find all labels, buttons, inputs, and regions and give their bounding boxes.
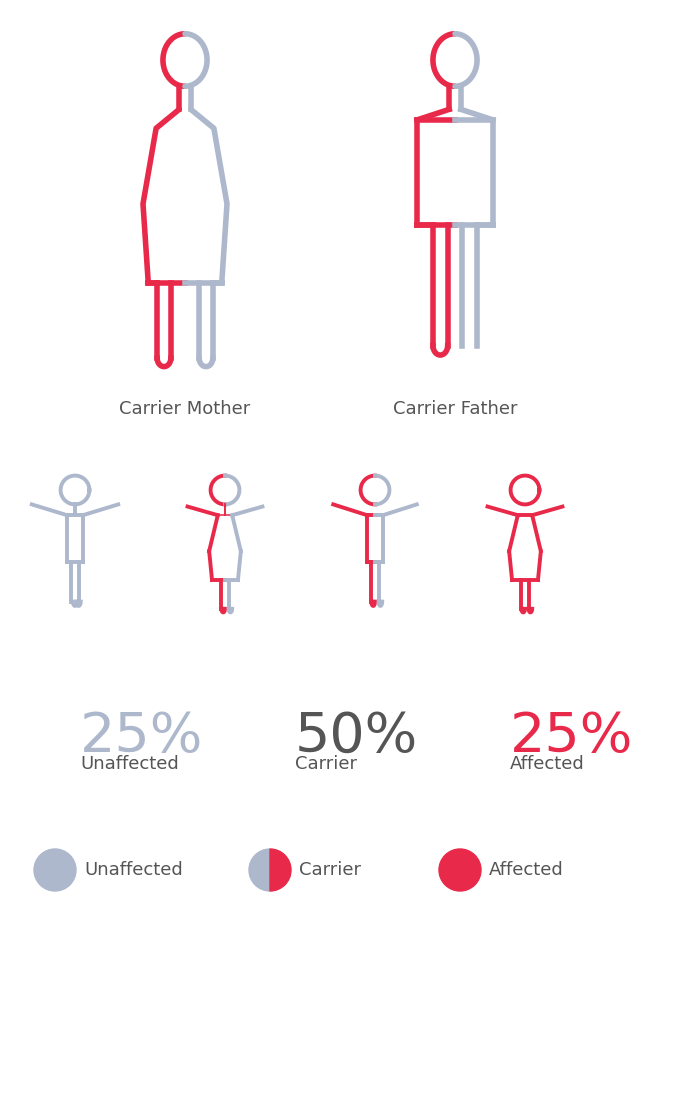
- Text: Affected: Affected: [489, 861, 564, 879]
- Circle shape: [34, 849, 76, 891]
- Text: Carrier Father: Carrier Father: [393, 400, 517, 418]
- Text: Carrier: Carrier: [299, 861, 361, 879]
- Text: Carrier: Carrier: [295, 755, 357, 773]
- Text: 25%: 25%: [510, 710, 634, 764]
- Text: Unaffected: Unaffected: [84, 861, 183, 879]
- Text: Carrier Mother: Carrier Mother: [119, 400, 250, 418]
- Wedge shape: [249, 849, 270, 891]
- Circle shape: [439, 849, 481, 891]
- Text: 25%: 25%: [80, 710, 203, 764]
- Text: Unaffected: Unaffected: [80, 755, 179, 773]
- Text: Affected: Affected: [510, 755, 585, 773]
- Text: 50%: 50%: [295, 710, 418, 764]
- Wedge shape: [270, 849, 291, 891]
